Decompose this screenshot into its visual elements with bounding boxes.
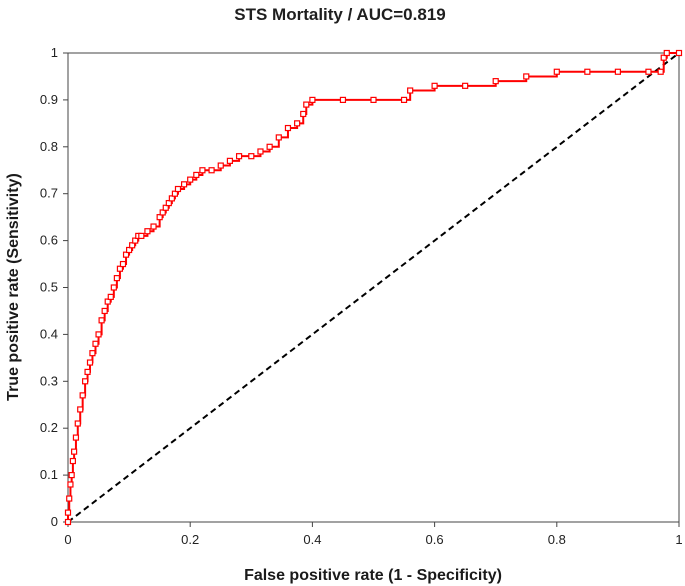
roc-point <box>193 171 200 179</box>
x-tick-label: 0.6 <box>426 532 444 547</box>
roc-point <box>187 176 194 183</box>
roc-point <box>462 82 469 89</box>
roc-point <box>98 317 105 324</box>
roc-point <box>645 68 652 75</box>
roc-point <box>217 162 224 169</box>
roc-point <box>69 457 76 465</box>
roc-point <box>284 124 292 132</box>
y-axis-title: True positive rate (Sensitivity) <box>5 173 22 401</box>
roc-point <box>67 481 74 488</box>
roc-point <box>86 359 94 366</box>
x-tick-label: 1 <box>675 532 682 547</box>
y-tick-label: 0.8 <box>40 139 58 154</box>
y-tick-label: 0.2 <box>40 420 58 435</box>
diagonal-line <box>67 52 680 523</box>
roc-point <box>77 406 84 413</box>
roc-point <box>266 143 273 150</box>
roc-point <box>74 420 81 427</box>
roc-point <box>248 153 255 160</box>
y-tick-label: 0.1 <box>40 467 58 482</box>
roc-point <box>553 68 560 75</box>
roc-point <box>614 68 622 75</box>
roc-point <box>68 472 75 479</box>
roc-point <box>150 223 157 230</box>
roc-point <box>92 340 99 347</box>
x-tick-label: 0.2 <box>181 532 199 547</box>
roc-point <box>226 157 234 164</box>
roc-point <box>657 68 664 75</box>
roc-point <box>257 148 264 155</box>
roc-point <box>144 228 151 235</box>
roc-point <box>71 448 78 455</box>
roc-point <box>119 260 127 268</box>
roc-point <box>95 331 102 338</box>
roc-curve <box>64 49 683 526</box>
y-tick-label: 0.4 <box>40 326 58 341</box>
roc-point <box>208 167 215 174</box>
roc-point <box>107 293 114 300</box>
chart-title: STS Mortality / AUC=0.819 <box>234 5 445 24</box>
roc-point <box>138 232 145 240</box>
roc-point <box>584 68 591 75</box>
roc-point <box>174 185 182 193</box>
roc-point <box>400 96 408 104</box>
roc-point <box>82 378 89 385</box>
x-axis-title: False positive rate (1 - Specificity) <box>244 567 502 584</box>
roc-point <box>675 49 683 57</box>
y-tick-label: 0.5 <box>40 280 58 295</box>
x-tick-label: 0.4 <box>303 532 321 547</box>
roc-point <box>72 434 80 441</box>
roc-point <box>89 350 96 357</box>
roc-point <box>492 78 499 85</box>
roc-point <box>113 275 120 282</box>
roc-point <box>303 101 310 108</box>
roc-point <box>66 495 73 502</box>
roc-point <box>309 96 316 104</box>
roc-point <box>180 181 188 188</box>
roc-point <box>663 49 670 57</box>
roc-point <box>294 120 301 127</box>
roc-point <box>275 134 282 141</box>
roc-point <box>84 368 91 376</box>
y-tick-label: 0.9 <box>40 92 58 107</box>
roc-point <box>300 110 307 118</box>
y-tick-label: 1 <box>51 45 58 60</box>
y-tick-label: 0.6 <box>40 233 58 248</box>
axis-ticks: 0 0.2 0.4 0.6 0.8 1 0 0.1 0.2 0.3 0.4 0.5 0.6 0.7 0.8 0… <box>40 45 683 547</box>
y-tick-label: 0.3 <box>40 373 58 388</box>
roc-point <box>523 73 530 80</box>
roc-point <box>64 518 72 526</box>
roc-point <box>431 82 438 89</box>
reference-diagonal <box>67 52 680 523</box>
x-tick-label: 0.8 <box>548 532 566 547</box>
roc-point <box>79 392 86 399</box>
roc-point <box>101 307 108 315</box>
x-tick-label: 0 <box>64 532 71 547</box>
roc-point <box>235 153 243 160</box>
y-tick-label: 0.7 <box>40 186 58 201</box>
roc-point <box>339 96 347 104</box>
roc-point <box>407 87 414 94</box>
roc-point <box>64 509 72 516</box>
roc-point <box>199 167 206 174</box>
roc-point <box>110 284 117 291</box>
roc-point <box>370 96 377 104</box>
y-tick-label: 0 <box>51 514 58 529</box>
